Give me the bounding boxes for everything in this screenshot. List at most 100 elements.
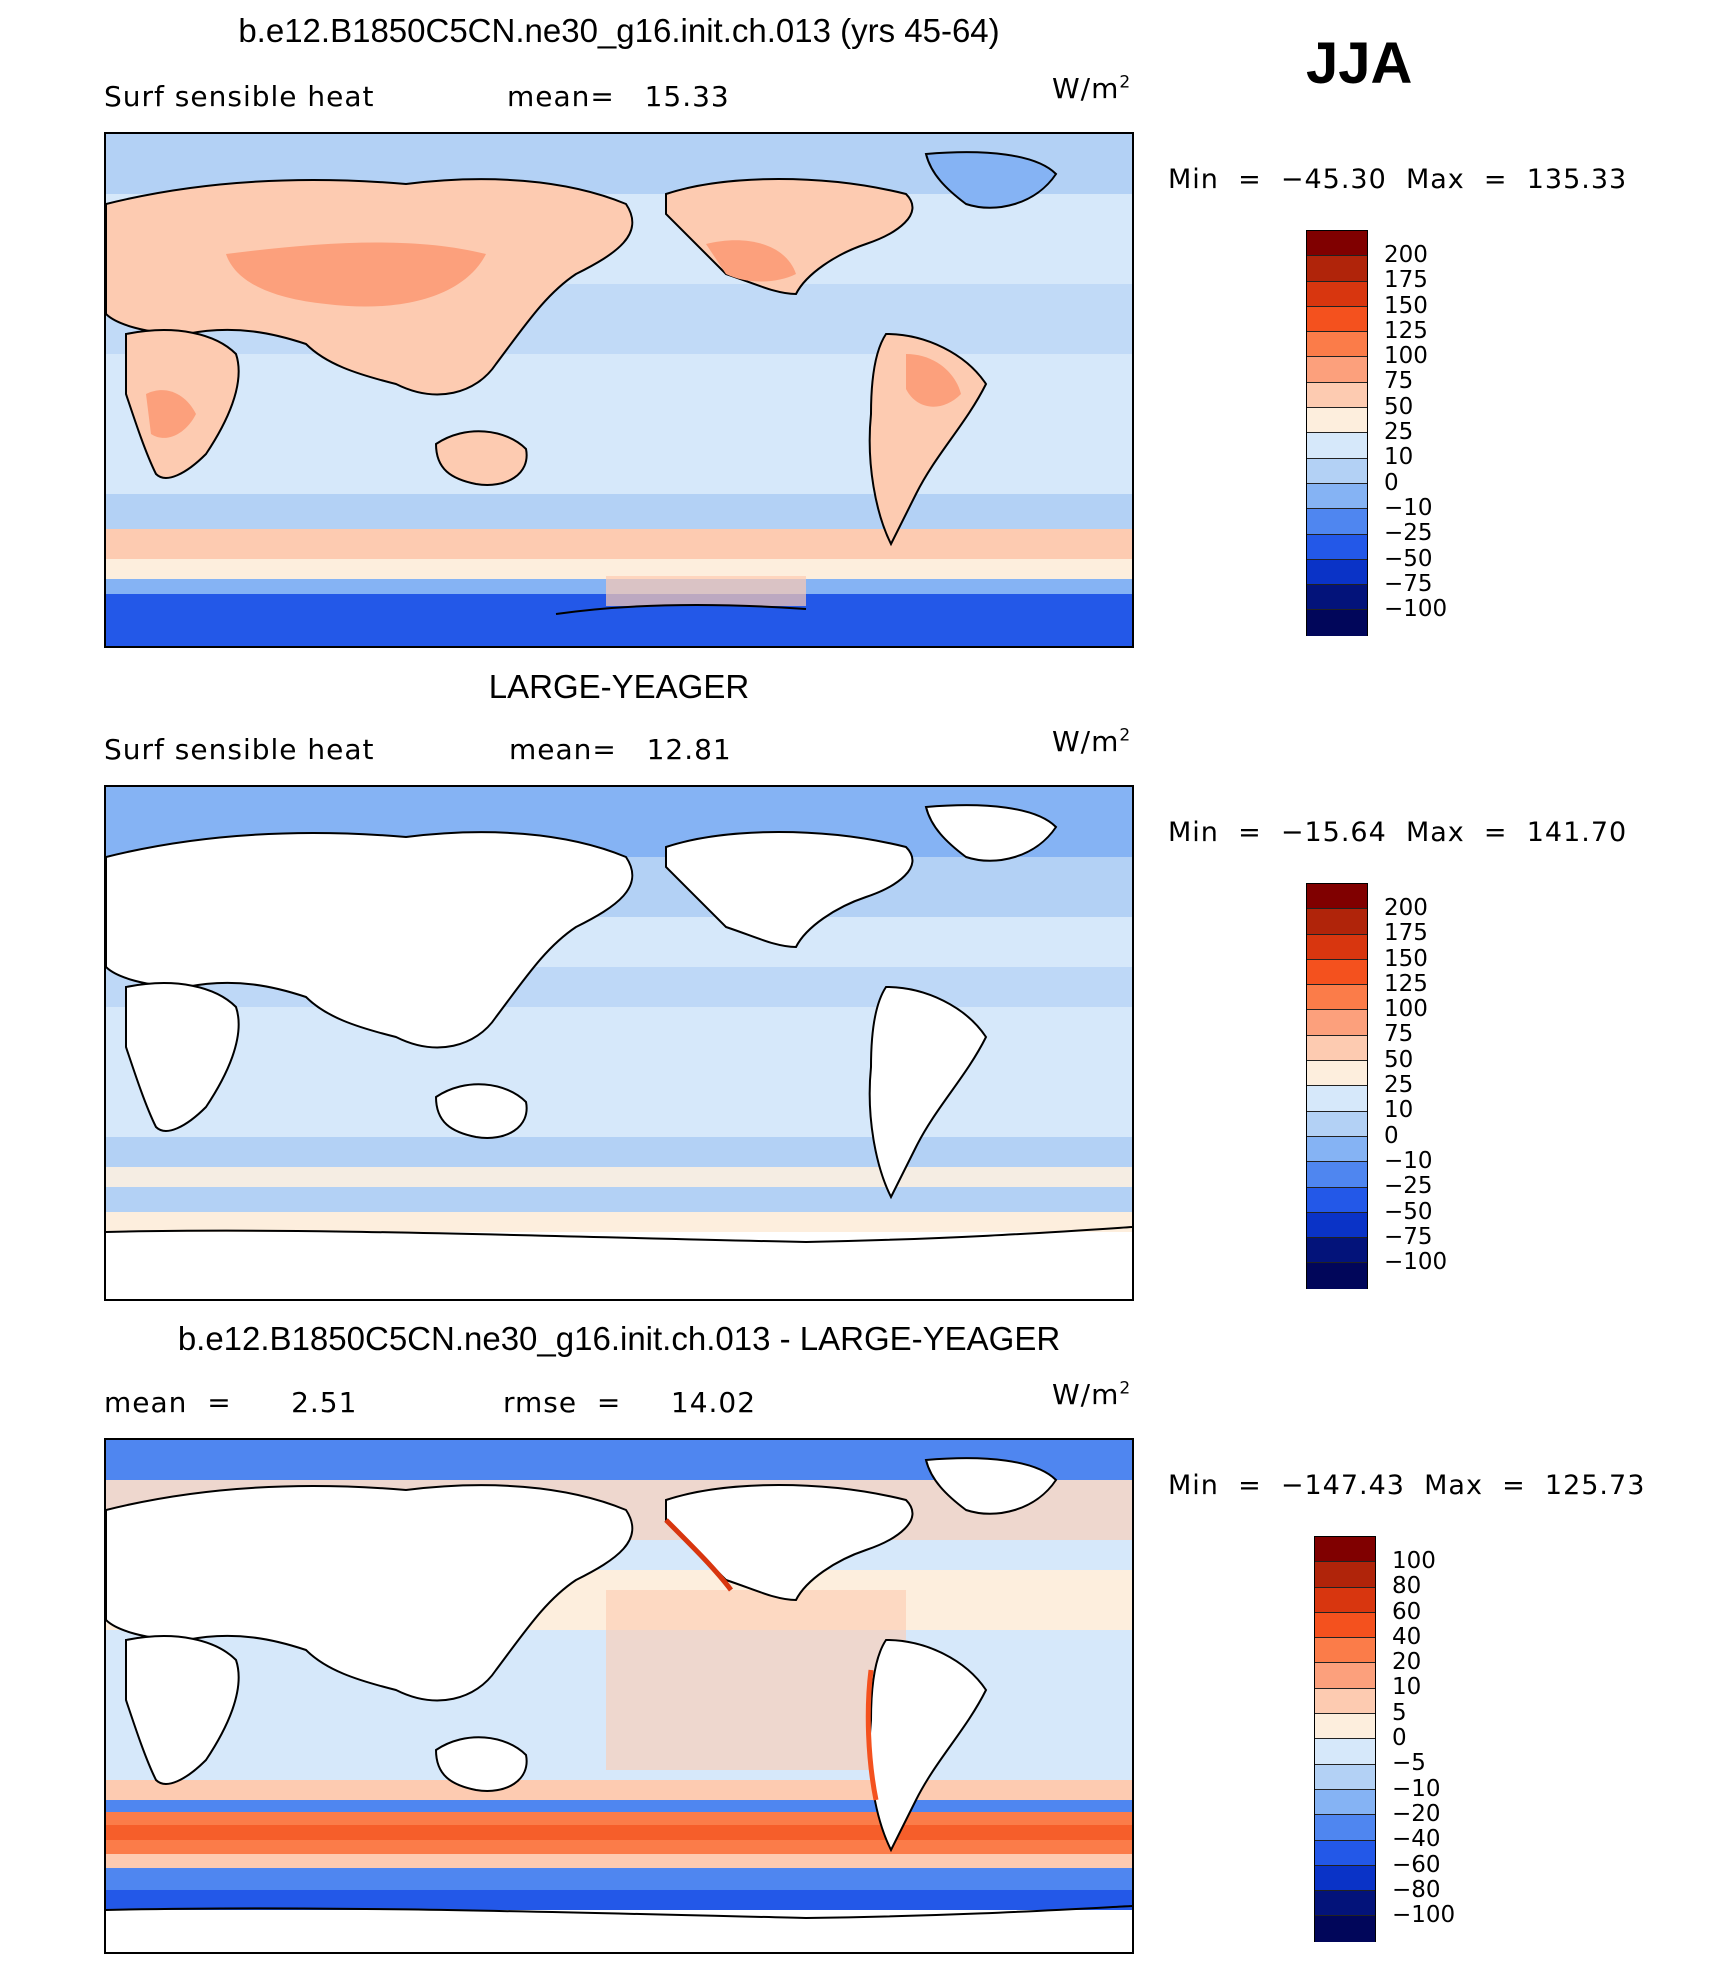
colorbar-tick-label: −50 xyxy=(1384,545,1433,572)
colorbar-tick-label: −60 xyxy=(1392,1851,1441,1878)
panel-3-minmax: Min = −147.43 Max = 125.73 xyxy=(1168,1470,1646,1501)
colorbar-tick-label: −10 xyxy=(1384,1147,1433,1174)
colorbar-tick-label: 75 xyxy=(1384,368,1414,395)
colorbar-swatch xyxy=(1307,433,1367,459)
panel-1-mean-label: mean= 15.33 xyxy=(507,80,730,113)
colorbar-tick-label: 40 xyxy=(1392,1623,1422,1650)
colorbar-tick-label: 60 xyxy=(1392,1598,1422,1625)
panel-2-minmax: Min = −15.64 Max = 141.70 xyxy=(1168,817,1628,848)
colorbar-tick-label: 50 xyxy=(1384,1046,1414,1073)
colorbar-swatch xyxy=(1315,1916,1375,1942)
colorbar-tick-label: 175 xyxy=(1384,920,1428,947)
colorbar-swatch xyxy=(1307,1010,1367,1036)
panel-3-rmse-label: rmse = 14.02 xyxy=(503,1386,757,1419)
colorbar-swatch xyxy=(1307,1162,1367,1188)
colorbar-tick-label: 100 xyxy=(1384,996,1428,1023)
panel-3-mean-label: mean = 2.51 xyxy=(104,1386,358,1419)
colorbar-swatch xyxy=(1307,985,1367,1011)
panel-3-units: W/m2 xyxy=(1052,1378,1132,1411)
colorbar-tick-label: −50 xyxy=(1384,1198,1433,1225)
colorbar-swatch xyxy=(1315,1663,1375,1689)
colorbar-tick-label: 200 xyxy=(1384,895,1428,921)
colorbar-tick-label: 125 xyxy=(1384,317,1428,344)
colorbar-swatch xyxy=(1307,382,1367,409)
colorbar-tick-label: −20 xyxy=(1392,1800,1441,1827)
colorbar-tick-label: 125 xyxy=(1384,970,1428,997)
colorbar-swatch xyxy=(1315,1714,1375,1740)
colorbar-swatch xyxy=(1307,281,1367,307)
colorbar-swatch xyxy=(1307,610,1367,636)
colorbar-tick-label: 200 xyxy=(1384,242,1428,268)
panel-2-mean-label: mean= 12.81 xyxy=(509,733,732,766)
panel-2-units: W/m2 xyxy=(1052,725,1132,758)
colorbar-tick-label: 10 xyxy=(1384,444,1414,471)
colorbar-tick-label: 175 xyxy=(1384,267,1428,294)
colorbar-swatch xyxy=(1315,1537,1375,1563)
colorbar-swatch xyxy=(1307,256,1367,282)
colorbar-tick-label: 25 xyxy=(1384,419,1414,446)
colorbar-swatch xyxy=(1307,1061,1367,1087)
colorbar-swatch xyxy=(1307,458,1367,484)
colorbar-swatch xyxy=(1307,332,1367,358)
panel-2-variable-label: Surf sensible heat xyxy=(104,733,375,766)
colorbar-tick-label: −25 xyxy=(1384,520,1433,547)
colorbar-swatch xyxy=(1307,559,1367,586)
colorbar-tick-label: 75 xyxy=(1384,1021,1414,1048)
colorbar-tick-label: 20 xyxy=(1392,1649,1422,1676)
colorbar-swatch xyxy=(1307,1111,1367,1137)
panel-3-map xyxy=(104,1438,1134,1954)
panel-3-colorbar-labels: 100 80 60 40 20 10 5 0 −5 −10 −20 −40 −6… xyxy=(1392,1548,1456,1929)
panel-3-title: b.e12.B1850C5CN.ne30_g16.init.ch.013 - L… xyxy=(177,1320,1061,1357)
colorbar-swatch xyxy=(1307,534,1367,560)
colorbar-tick-label: 80 xyxy=(1392,1573,1422,1600)
colorbar-swatch xyxy=(1307,306,1367,333)
colorbar-swatch xyxy=(1315,1562,1375,1588)
colorbar-tick-label: −40 xyxy=(1392,1826,1441,1853)
colorbar-swatch xyxy=(1307,1035,1367,1062)
colorbar-swatch xyxy=(1315,1638,1375,1664)
colorbar-swatch xyxy=(1307,1086,1367,1112)
colorbar-tick-label: 150 xyxy=(1384,945,1428,972)
colorbar-swatch xyxy=(1307,1212,1367,1239)
colorbar-tick-label: −75 xyxy=(1384,570,1433,597)
colorbar-tick-label: −100 xyxy=(1392,1902,1456,1929)
colorbar-swatch xyxy=(1307,884,1367,910)
panel-1-map xyxy=(104,132,1134,648)
colorbar-swatch xyxy=(1315,1865,1375,1892)
colorbar-swatch xyxy=(1307,231,1367,257)
colorbar-tick-label: 0 xyxy=(1384,469,1399,496)
panel-1-colorbar-labels: 200 175 150 125 100 75 50 25 10 0 −10 −2… xyxy=(1384,242,1448,623)
colorbar-swatch xyxy=(1315,1739,1375,1765)
colorbar-swatch xyxy=(1315,1587,1375,1613)
colorbar-tick-label: 0 xyxy=(1392,1725,1407,1752)
colorbar-tick-label: −10 xyxy=(1392,1775,1441,1802)
colorbar-swatch xyxy=(1307,934,1367,960)
colorbar-tick-label: 25 xyxy=(1384,1072,1414,1099)
colorbar-swatch xyxy=(1307,909,1367,935)
colorbar-swatch xyxy=(1307,585,1367,611)
colorbar-swatch xyxy=(1315,1764,1375,1790)
panel-2-title: LARGE-YEAGER xyxy=(488,668,750,705)
colorbar-swatch xyxy=(1315,1891,1375,1917)
panel-1-minmax: Min = −45.30 Max = 135.33 xyxy=(1168,164,1628,195)
colorbar-swatch xyxy=(1307,1136,1367,1163)
panel-2-map xyxy=(104,785,1134,1301)
colorbar-swatch xyxy=(1307,1263,1367,1289)
colorbar-tick-label: 150 xyxy=(1384,292,1428,319)
season-label: JJA xyxy=(1306,31,1413,96)
colorbar-swatch xyxy=(1307,357,1367,383)
colorbar-swatch xyxy=(1315,1688,1375,1715)
colorbar-swatch xyxy=(1307,959,1367,986)
colorbar-tick-label: 100 xyxy=(1384,343,1428,370)
colorbar-tick-label: −100 xyxy=(1384,1249,1448,1276)
colorbar-swatch xyxy=(1315,1840,1375,1866)
colorbar-tick-label: 100 xyxy=(1392,1548,1436,1574)
colorbar-tick-label: 5 xyxy=(1392,1699,1407,1726)
colorbar-tick-label: 10 xyxy=(1392,1674,1422,1701)
panel-1-title: b.e12.B1850C5CN.ne30_g16.init.ch.013 (yr… xyxy=(238,12,1000,49)
colorbar-tick-label: −100 xyxy=(1384,596,1448,623)
colorbar-swatch xyxy=(1315,1789,1375,1816)
colorbar-tick-label: −5 xyxy=(1392,1750,1426,1777)
panel-2-colorbar-labels: 200 175 150 125 100 75 50 25 10 0 −10 −2… xyxy=(1384,895,1448,1276)
panel-1-colorbar xyxy=(1306,230,1368,636)
